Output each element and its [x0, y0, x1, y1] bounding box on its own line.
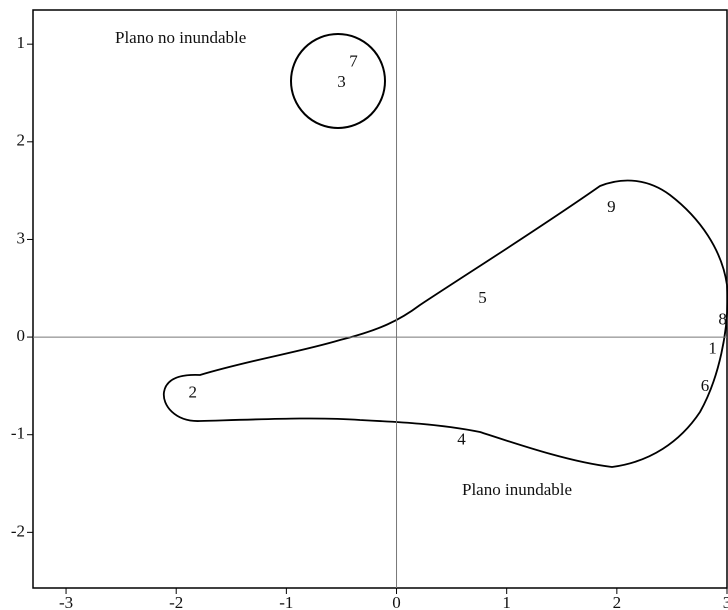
point-label: 9	[607, 197, 616, 216]
group-outline	[163, 179, 728, 468]
point-label: 1	[708, 339, 717, 358]
x-tick-label: -3	[59, 593, 73, 610]
point-label: 4	[457, 429, 466, 448]
x-tick-label: 3	[723, 593, 728, 610]
plot-frame	[32, 9, 728, 589]
point-label: 8	[718, 309, 727, 328]
y-tick-label: -2	[11, 521, 25, 540]
point-label: 3	[337, 72, 346, 91]
point-label: 6	[701, 376, 710, 395]
point-label: 2	[188, 383, 197, 402]
point-label: 7	[349, 52, 358, 71]
group-outline	[290, 33, 386, 129]
y-tick-label: 0	[17, 326, 26, 345]
x-tick-label: 0	[392, 593, 401, 610]
x-tick-label: -1	[279, 593, 293, 610]
annotation: Plano no inundable	[115, 28, 246, 47]
x-tick-label: 1	[502, 593, 511, 610]
annotation: Plano inundable	[462, 480, 572, 499]
y-tick-label: 3	[17, 228, 26, 247]
x-tick-label: 2	[613, 593, 622, 610]
point-label: 5	[478, 288, 487, 307]
x-tick-label: -2	[169, 593, 183, 610]
y-tick-label: 1	[17, 33, 26, 52]
y-tick-label: 2	[17, 131, 26, 150]
y-tick-label: -1	[11, 424, 25, 443]
